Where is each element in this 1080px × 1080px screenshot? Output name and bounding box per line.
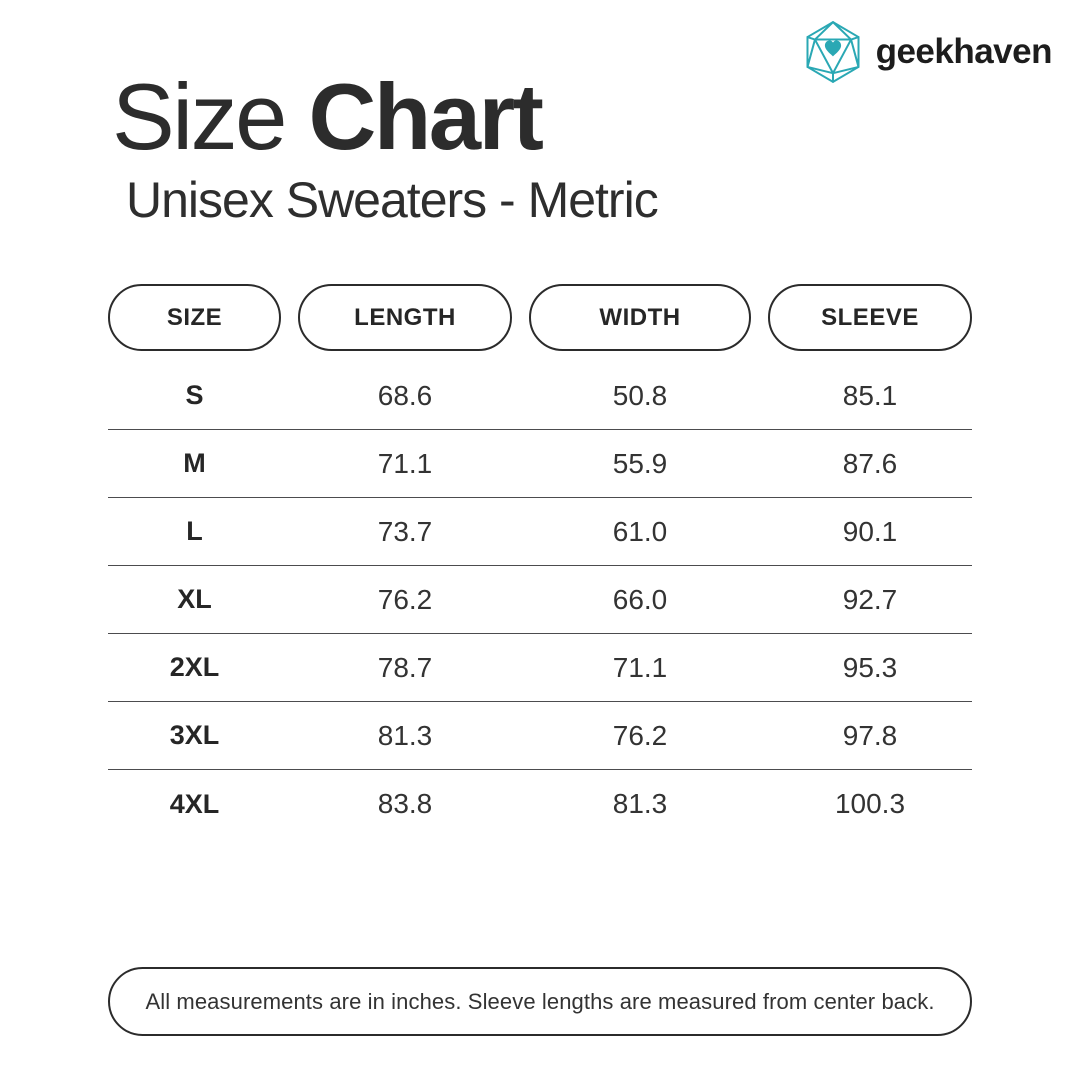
length-value: 78.7: [377, 651, 433, 683]
table-row: 3XL 81.3 76.2 97.8: [108, 702, 972, 770]
sleeve-value: 92.7: [842, 583, 898, 615]
table-row: M 71.1 55.9 87.6: [108, 430, 972, 498]
size-label: 4XL: [169, 788, 220, 819]
column-header-width: WIDTH: [529, 284, 751, 351]
size-label: 2XL: [169, 652, 220, 682]
table-body: S 68.6 50.8 85.1 M 71.1 55.9 87.6 L 73.7…: [108, 362, 972, 838]
size-label: 3XL: [169, 720, 220, 750]
length-value: 83.8: [377, 788, 433, 819]
sleeve-value: 87.6: [842, 447, 898, 479]
page-subtitle: Unisex Sweaters - Metric: [126, 171, 659, 228]
table-row: 4XL 83.8 81.3 100.3: [108, 770, 972, 838]
table-row: S 68.6 50.8 85.1: [108, 362, 972, 430]
d20-heart-icon: [806, 21, 860, 83]
size-label: XL: [177, 584, 212, 614]
footnote-pill: All measurements are in inches. Sleeve l…: [108, 967, 972, 1036]
length-value: 73.7: [377, 515, 433, 547]
sleeve-value: 85.1: [842, 379, 898, 411]
sleeve-value: 90.1: [842, 515, 898, 547]
page-title-light: Size: [112, 64, 287, 169]
length-value: 68.6: [377, 379, 433, 411]
width-value: 81.3: [612, 788, 668, 819]
sleeve-value: 97.8: [842, 719, 898, 751]
width-value: 66.0: [612, 583, 668, 615]
page-title: Size Chart: [112, 67, 658, 167]
length-value: 81.3: [377, 719, 433, 751]
table-row: XL 76.2 66.0 92.7: [108, 566, 972, 634]
size-label: S: [185, 380, 204, 410]
width-value: 55.9: [612, 447, 668, 479]
width-value: 71.1: [612, 651, 668, 683]
column-header-sleeve: SLEEVE: [768, 284, 972, 351]
table-header-row: SIZE LENGTH WIDTH SLEEVE: [108, 284, 972, 351]
size-chart-table: SIZE LENGTH WIDTH SLEEVE S 68.6 50.8 85.…: [108, 284, 972, 838]
brand-name: geekhaven: [875, 32, 1053, 71]
brand-logo: geekhaven: [805, 20, 1053, 84]
footnote-text: All measurements are in inches. Sleeve l…: [145, 988, 935, 1014]
page-title-bold: Chart: [308, 64, 543, 169]
width-value: 76.2: [612, 719, 668, 751]
column-header-size: SIZE: [108, 284, 281, 351]
length-value: 71.1: [377, 447, 433, 479]
length-value: 76.2: [377, 583, 433, 615]
sleeve-value: 95.3: [842, 651, 898, 683]
header-block: Size Chart Unisex Sweaters - Metric: [112, 67, 659, 228]
width-value: 50.8: [612, 379, 668, 411]
table-row: L 73.7 61.0 90.1: [108, 498, 972, 566]
table-row: 2XL 78.7 71.1 95.3: [108, 634, 972, 702]
column-header-length: LENGTH: [298, 284, 512, 351]
size-label: L: [186, 516, 203, 546]
width-value: 61.0: [612, 515, 668, 547]
size-label: M: [183, 448, 206, 478]
sleeve-value: 100.3: [834, 788, 906, 819]
